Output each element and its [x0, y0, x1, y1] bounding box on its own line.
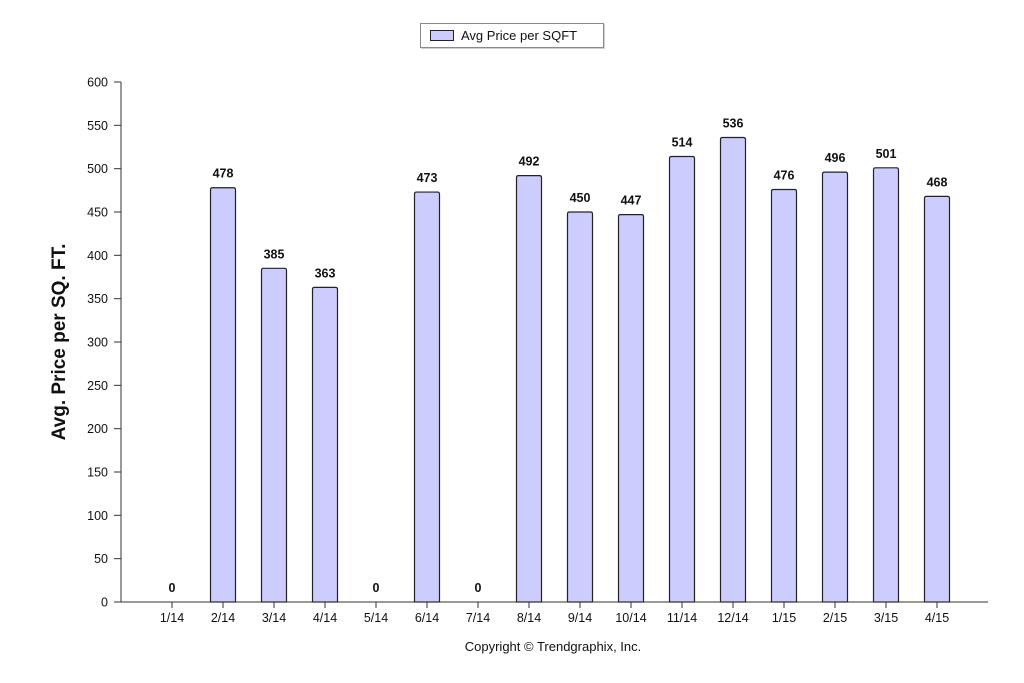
y-tick-label: 250 [87, 379, 108, 393]
value-label: 496 [825, 151, 846, 165]
x-tick-label: 2/14 [211, 611, 235, 625]
value-labels: 0 478 385 363 0 473 0 492 450 447 514 536 476 496 501 4… [169, 116, 948, 595]
bar [413, 191, 441, 603]
y-tick-label: 50 [94, 552, 108, 566]
copyright-text: Copyright © Trendgraphix, Inc. [464, 639, 642, 654]
y-tick-label: 550 [87, 119, 108, 133]
value-label: 478 [213, 167, 234, 181]
y-axis-title: Avg. Price per SQ. FT. [49, 243, 70, 441]
x-tick-label: 12/14 [717, 611, 748, 625]
x-tick-label: 4/15 [925, 611, 949, 625]
bar [260, 267, 288, 603]
x-tick-label: 10/14 [615, 611, 646, 625]
legend-label: Avg Price per SQFT [461, 28, 578, 43]
y-tick-label: 0 [101, 596, 108, 610]
bars [209, 136, 951, 603]
x-axis-ticks: 1/14 2/14 3/14 4/14 5/14 6/14 7/14 8/14 9/14 10/1… [160, 602, 949, 625]
value-label: 492 [519, 155, 540, 169]
value-label: 476 [774, 168, 795, 182]
x-tick-label: 11/14 [667, 611, 697, 625]
y-tick-label: 600 [87, 76, 108, 90]
bar [770, 188, 798, 603]
y-tick-label: 400 [87, 249, 108, 263]
value-label: 0 [373, 581, 380, 595]
value-label: 536 [723, 116, 744, 130]
legend: Avg Price per SQFT [420, 23, 604, 48]
x-tick-label: 7/14 [466, 611, 490, 625]
y-tick-label: 100 [87, 509, 108, 523]
y-axis-ticks: 0 50 100 150 200 250 300 350 400 450 500 550 600 [87, 76, 121, 610]
x-tick-label: 3/15 [874, 611, 898, 625]
value-label: 468 [927, 175, 948, 189]
bar [515, 175, 543, 603]
bar [872, 167, 900, 603]
x-tick-label: 6/14 [415, 611, 439, 625]
value-label: 501 [876, 147, 897, 161]
bar [821, 171, 849, 603]
x-tick-label: 2/15 [823, 611, 847, 625]
x-tick-label: 5/14 [364, 611, 388, 625]
value-label: 473 [417, 171, 438, 185]
x-tick-label: 4/14 [313, 611, 337, 625]
y-tick-label: 300 [87, 336, 108, 350]
bar [668, 155, 696, 603]
x-tick-label: 9/14 [568, 611, 592, 625]
bar [311, 286, 339, 603]
value-label: 450 [570, 191, 591, 205]
x-tick-label: 3/14 [262, 611, 286, 625]
legend-swatch [430, 30, 454, 41]
bar [719, 136, 747, 603]
x-tick-label: 1/15 [772, 611, 796, 625]
bar [923, 195, 951, 603]
x-tick-label: 8/14 [517, 611, 541, 625]
bar [617, 214, 645, 603]
value-label: 0 [169, 581, 176, 595]
y-tick-label: 500 [87, 162, 108, 176]
value-label: 363 [315, 266, 336, 280]
y-tick-label: 150 [87, 466, 108, 480]
bar [566, 211, 594, 603]
value-label: 447 [621, 194, 642, 208]
y-tick-label: 350 [87, 292, 108, 306]
y-tick-label: 200 [87, 422, 108, 436]
bar [209, 187, 237, 603]
value-label: 0 [475, 581, 482, 595]
y-tick-label: 450 [87, 206, 108, 220]
value-label: 385 [264, 247, 285, 261]
value-label: 514 [672, 136, 693, 150]
x-tick-label: 1/14 [160, 611, 184, 625]
